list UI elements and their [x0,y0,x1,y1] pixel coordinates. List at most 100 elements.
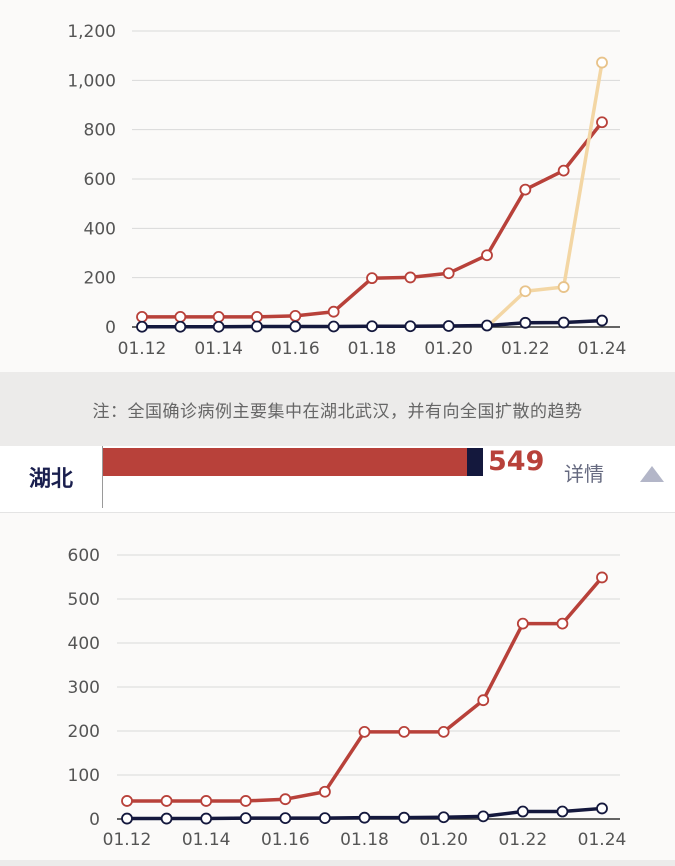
series-point [121,795,133,807]
x-tick-label: 01.18 [348,339,397,359]
region-row[interactable]: 湖北 549 详情 [0,446,675,513]
y-tick-label: 500 [68,590,100,610]
x-tick-label: 01.12 [103,830,152,850]
series-point [519,285,532,298]
series-point [289,309,302,322]
x-tick-label: 01.20 [424,339,473,359]
y-tick-label: 200 [68,722,100,742]
series-point [596,116,608,129]
series-point [596,314,608,327]
series-point [442,267,455,280]
y-tick-label: 400 [84,219,116,239]
series-point [556,617,569,630]
series-point [174,320,187,333]
series-point [481,249,493,262]
series-point [212,310,225,323]
series-point [358,725,371,738]
series-line [140,120,604,319]
y-tick-label: 1,200 [67,22,116,42]
series-point [557,164,570,177]
series-point [519,316,532,329]
series-point [251,320,263,333]
y-tick-label: 600 [68,546,100,566]
series-line [125,575,604,803]
series-point [516,805,529,818]
y-tick-label: 800 [84,121,116,141]
details-link[interactable]: 详情 [564,462,604,486]
x-tick-label: 01.24 [578,339,627,359]
triangle-up-icon[interactable] [638,464,666,484]
series-point [136,310,148,323]
note-bar: 注：全国确诊病例主要集中在湖北武汉，并有向全国扩散的趋势 [0,372,675,446]
series-point [437,725,450,738]
y-tick-label: 400 [68,634,100,654]
national-chart: 0 200 400 600 800 1,000 1,200 01.12 01.14 01.16 01… [0,0,675,372]
region-bar [103,448,483,476]
series-point [327,320,340,333]
region-name: 湖北 [0,446,103,508]
x-tick-label: 01.14 [194,339,243,359]
region-value: 549 [488,446,545,477]
hubei-chart-svg: 0 100 200 300 400 500 600 01.12 01.14 01.16 01.18 0… [68,546,627,850]
x-tick-label: 01.24 [578,830,627,850]
y-tick-label: 1,000 [67,71,116,91]
series-point [398,725,410,738]
series-point [212,320,225,333]
x-tick-label: 01.16 [271,339,320,359]
y-tick-label: 200 [84,269,116,289]
series-point [477,694,490,707]
national-chart-svg: 0 200 400 600 800 1,000 1,200 01.12 01.14 01.16 01… [67,22,627,359]
series-point [136,320,148,333]
series-point [477,810,490,823]
x-tick-label: 01.14 [182,830,231,850]
y-tick-label: 600 [84,170,116,190]
series-point [519,183,532,196]
series-point [279,812,292,825]
region-bar-deaths-segment [467,448,483,476]
series-point [200,795,213,807]
y-tick-label: 0 [89,810,100,830]
series-line [485,60,604,329]
series-point [239,795,252,807]
series-point [121,812,133,825]
y-tick-label: 0 [105,318,116,338]
hubei-chart: 0 100 200 300 400 500 600 01.12 01.14 01.16 01.18 0… [0,512,675,866]
series-point [442,320,455,332]
x-tick-label: 01.16 [261,830,310,850]
series-point [596,802,608,815]
series-point [516,617,529,630]
x-tick-label: 01.12 [118,339,167,359]
series-point [398,811,410,824]
note-text: 注：全国确诊病例主要集中在湖北武汉，并有向全国扩散的趋势 [92,401,583,422]
x-tick-label: 01.18 [340,830,389,850]
series-point [327,305,340,318]
series-point [200,812,213,825]
x-tick-label: 01.20 [419,830,468,850]
bottom-divider [0,860,675,866]
series-point [279,793,292,806]
series-point [319,785,331,798]
series-point [557,281,570,293]
series-point [557,316,570,329]
series-point [596,571,608,584]
series-point [174,310,187,323]
series-point [366,320,378,333]
series-point [239,812,252,825]
series-point [160,795,173,807]
y-tick-label: 100 [68,766,100,786]
x-tick-label: 01.22 [501,339,550,359]
region-bar-fill [103,448,483,476]
series-point [404,271,417,284]
x-tick-label: 01.22 [498,830,547,850]
series-point [437,811,450,824]
series-point [481,319,493,332]
series-point [366,272,378,285]
series-point [556,805,569,818]
series-point [358,811,371,824]
series-point [289,320,302,333]
y-tick-label: 300 [68,678,100,698]
series-point [160,812,173,825]
series-point [596,56,608,69]
series-point [319,812,331,825]
series-point [404,320,417,333]
